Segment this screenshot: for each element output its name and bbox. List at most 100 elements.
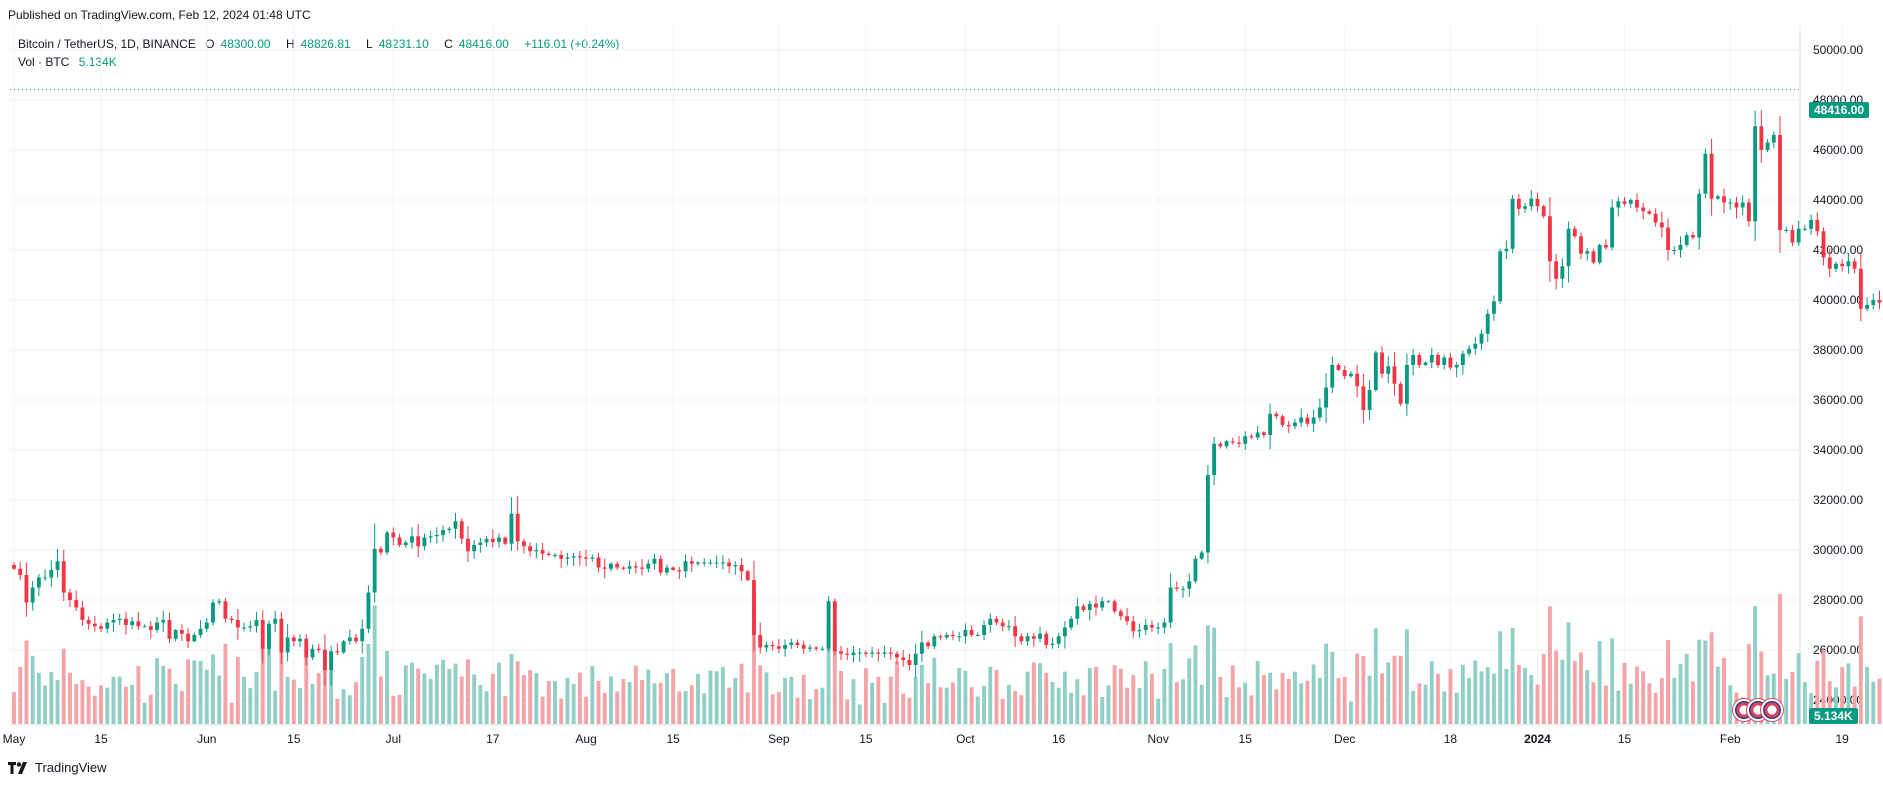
published-caption: Published on TradingView.com, Feb 12, 20…	[8, 8, 311, 22]
candle-body	[913, 653, 918, 665]
volume-bar	[1454, 692, 1459, 724]
candle-body	[80, 607, 85, 620]
candle-body	[223, 601, 228, 619]
candle-body	[1249, 436, 1254, 438]
time-tick-label: 15	[287, 732, 301, 746]
candle-body	[1516, 198, 1521, 209]
candle-body	[155, 622, 159, 630]
volume-bar	[130, 684, 135, 724]
footer: TradingView	[8, 760, 107, 775]
candle-body	[1448, 357, 1453, 368]
candle-body	[1504, 248, 1509, 252]
candle-body	[1523, 206, 1527, 209]
volume-bar	[1815, 660, 1820, 724]
volume-bar	[957, 668, 962, 724]
candle-body	[1628, 200, 1633, 204]
volume-bar	[24, 640, 29, 724]
candle-body	[1771, 135, 1776, 143]
candle-body	[1050, 643, 1055, 645]
candle-body	[677, 570, 682, 572]
time-tick-label: 19	[1836, 732, 1850, 746]
volume-bar	[839, 670, 843, 724]
volume-bar	[273, 690, 278, 724]
volume-bar	[696, 674, 700, 724]
candle-body	[1293, 422, 1297, 427]
candle-body	[1000, 622, 1005, 627]
volume-bar	[1821, 650, 1826, 724]
volume-bar	[1641, 671, 1646, 724]
volume-bar	[596, 680, 601, 724]
volume-bar	[1150, 673, 1154, 724]
candle-body	[1815, 220, 1820, 232]
volume-bar	[167, 668, 172, 724]
candle-body	[1498, 251, 1503, 302]
volume-bar	[1349, 701, 1353, 724]
candle-body	[1349, 373, 1353, 377]
candle-body	[1299, 417, 1304, 423]
candle-body	[1137, 630, 1142, 632]
time-tick-label: 2024	[1524, 732, 1551, 746]
volume-bar	[179, 691, 184, 724]
price-tick-label: 32000.00	[1813, 493, 1863, 507]
candle-body	[428, 536, 433, 538]
volume-bar	[117, 676, 122, 724]
candle-body	[304, 638, 309, 658]
volume-bar	[441, 659, 445, 724]
volume-bar	[1622, 662, 1627, 724]
candle-body	[832, 601, 837, 652]
candle-body	[1778, 135, 1782, 230]
volume-label[interactable]: Vol · BTC	[18, 55, 70, 69]
candle-body	[671, 567, 676, 570]
candle-body	[590, 557, 595, 559]
candle-body	[1168, 587, 1173, 623]
volume-bar	[733, 677, 738, 724]
candle-body	[1610, 207, 1615, 248]
candle-body	[1728, 202, 1733, 204]
volume-bar	[509, 653, 514, 724]
us-flag-icon[interactable]	[1761, 699, 1783, 721]
volume-bar	[534, 673, 539, 724]
candle-body	[1373, 352, 1378, 390]
candle-body	[1261, 432, 1266, 435]
candle-body	[664, 567, 669, 573]
price-tick-label: 36000.00	[1813, 393, 1863, 407]
volume-bar	[1479, 671, 1484, 724]
candle-body	[596, 557, 601, 568]
candle-body	[279, 618, 284, 653]
volume-bar	[1069, 692, 1074, 724]
volume-bar	[646, 669, 651, 724]
candle-body	[74, 600, 79, 608]
price-tick-label: 24000.00	[1813, 693, 1863, 707]
candle-body	[1541, 206, 1546, 217]
volume-bar	[360, 656, 365, 724]
candle-body	[1479, 333, 1484, 344]
candle-body	[242, 627, 247, 629]
event-markers[interactable]	[1733, 699, 1783, 721]
candle-body	[565, 557, 570, 559]
volume-bar	[304, 657, 309, 724]
volume-bar	[478, 685, 483, 724]
candle-body	[845, 653, 850, 655]
symbol-label[interactable]: Bitcoin / TetherUS, 1D, BINANCE	[18, 37, 196, 51]
volume-bar	[453, 663, 458, 724]
candle-body	[86, 620, 91, 624]
volume-bar	[1865, 666, 1869, 724]
volume-bar	[1473, 660, 1478, 724]
volume-bar	[932, 657, 937, 724]
volume-bar	[919, 664, 924, 724]
volume-bar	[92, 695, 97, 724]
volume-bar	[1174, 682, 1179, 724]
candle-body	[447, 528, 452, 530]
volume-bar	[1877, 678, 1882, 724]
volume-bar	[466, 659, 470, 724]
volume-bar	[832, 625, 837, 724]
candle-body	[1174, 587, 1179, 589]
time-tick-label: 18	[1444, 732, 1458, 746]
candle-body	[1044, 633, 1049, 645]
volume-bar	[895, 661, 899, 724]
volume-bar	[727, 687, 732, 724]
volume-bar	[764, 672, 769, 724]
candle-body	[584, 557, 589, 559]
candle-body	[1118, 611, 1123, 617]
